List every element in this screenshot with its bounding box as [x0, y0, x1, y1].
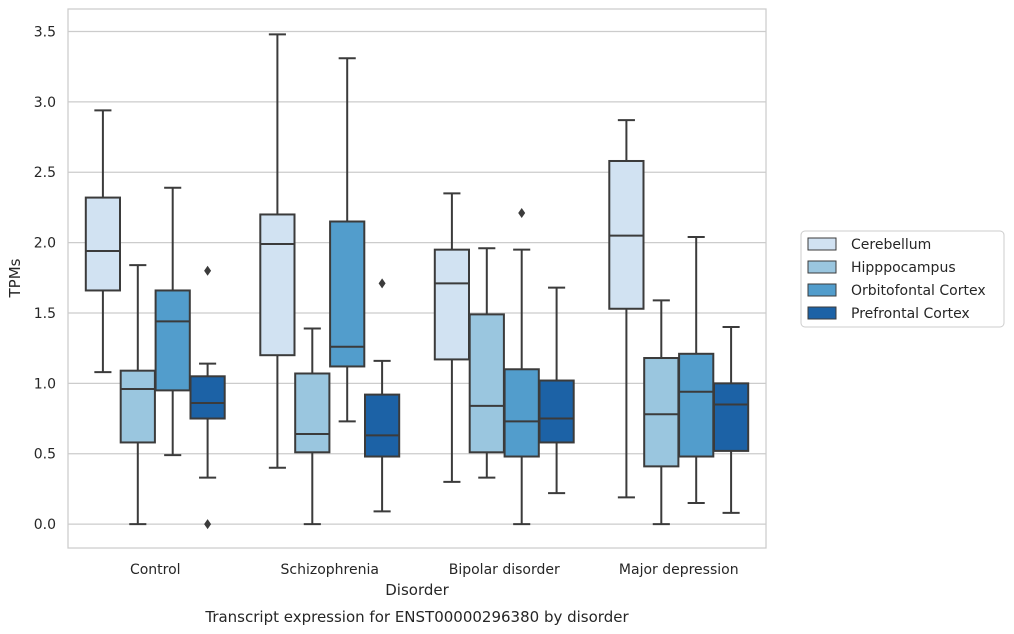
y-tick-labels: 0.0 0.5 1.0 1.5 2.0 2.5 3.0 3.5 [34, 25, 56, 534]
box-group [712, 326, 750, 514]
box-groups [84, 33, 750, 530]
box [189, 375, 226, 420]
legend-swatch [807, 306, 837, 320]
box [119, 369, 156, 444]
box [503, 368, 540, 458]
x-tick-labels: Control Schizophrenia Bipolar disorder Majo… [130, 562, 739, 578]
box [643, 357, 680, 468]
box-group [84, 109, 122, 374]
box [433, 248, 471, 361]
x-tick-label: Schizophrenia [281, 562, 379, 578]
legend-swatch [807, 237, 837, 251]
legend-swatch [807, 283, 837, 297]
legend-label: Orbitofontal Cortex [851, 283, 986, 299]
box-group [678, 235, 715, 504]
y-tick-label: 3.0 [34, 95, 56, 111]
outlier-marker [204, 519, 212, 530]
x-tick-label: Major depression [619, 562, 739, 578]
x-axis-label: Disorder [385, 581, 449, 599]
y-tick-label: 3.5 [34, 25, 56, 41]
legend-label: Hipppocampus [851, 260, 956, 276]
y-tick-label: 1.0 [34, 376, 56, 392]
box-group [503, 208, 540, 526]
box-group [363, 278, 401, 513]
box [678, 352, 715, 458]
box-group [608, 119, 645, 499]
box-group [294, 327, 331, 526]
y-axis-label: TPMs [6, 258, 24, 298]
legend-swatch [807, 260, 837, 274]
box [329, 220, 366, 368]
box [84, 196, 122, 292]
box-group [433, 192, 471, 483]
box-group [119, 264, 156, 526]
chart-caption: Transcript expression for ENST0000029638… [204, 608, 629, 626]
box [259, 213, 296, 357]
box-group [189, 265, 226, 530]
y-tick-label: 0.5 [34, 447, 56, 463]
outlier-marker [204, 265, 212, 276]
box-group [468, 247, 505, 479]
box-group [154, 186, 191, 457]
box [468, 313, 505, 454]
box-group [259, 33, 296, 469]
legend-label: Prefrontal Cortex [851, 306, 970, 322]
y-tick-label: 2.5 [34, 165, 56, 181]
axes-frame [67, 8, 767, 549]
legend-label: Cerebellum [851, 237, 931, 253]
y-tick-label: 2.0 [34, 236, 56, 252]
outlier-marker [378, 278, 386, 289]
x-tick-label: Bipolar disorder [449, 562, 560, 578]
legend: Cerebellum Hipppocampus Orbitofontal Corte… [800, 230, 1005, 328]
box-group [643, 299, 680, 526]
box [294, 372, 331, 454]
box [363, 393, 401, 458]
box-group [538, 286, 575, 495]
y-tick-label: 1.5 [34, 306, 56, 322]
box-group [329, 57, 366, 423]
y-tick-label: 0.0 [34, 517, 56, 533]
legend-frame [800, 230, 1005, 328]
box [538, 379, 575, 444]
x-tick-label: Control [130, 562, 181, 578]
outlier-marker [518, 208, 526, 219]
box [154, 289, 191, 392]
box [712, 382, 750, 452]
